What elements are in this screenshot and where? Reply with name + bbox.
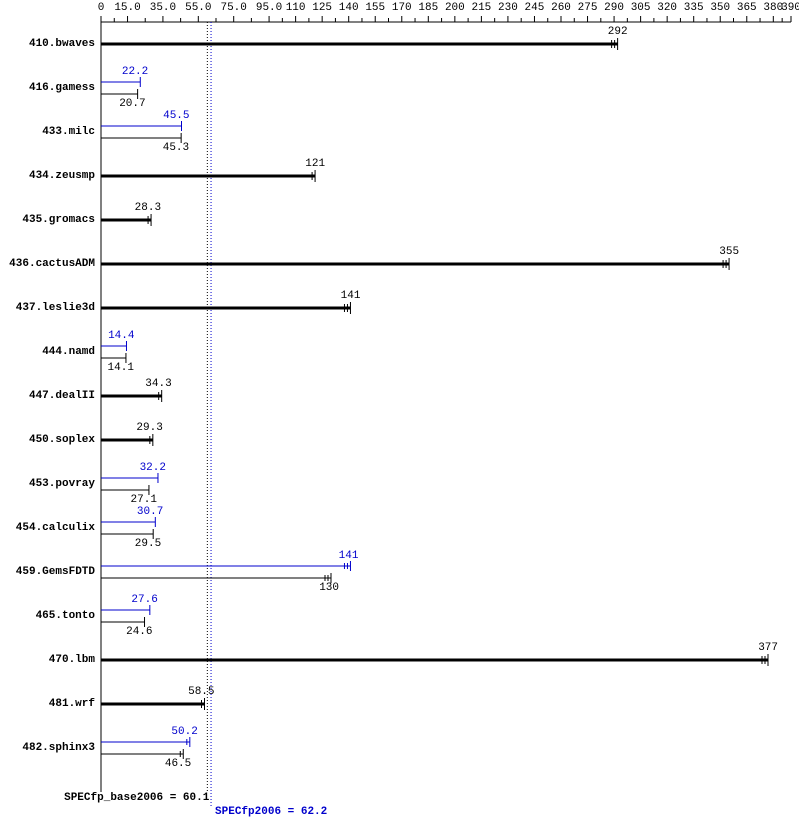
axis-tick-label: 55.0: [185, 2, 211, 14]
axis-tick-label: 320: [657, 2, 677, 14]
axis-tick-label: 75.0: [220, 2, 246, 14]
base-value-label: 27.1: [131, 494, 157, 506]
base-value-label: 34.3: [145, 378, 171, 390]
base-value-label: 20.7: [119, 98, 145, 110]
summary-base-label: SPECfp_base2006 = 60.1: [64, 792, 209, 804]
axis-tick-label: 390: [781, 2, 799, 14]
axis-tick-label: 0: [98, 2, 105, 14]
axis-tick-label: 185: [418, 2, 438, 14]
benchmark-label: 447.dealII: [0, 390, 95, 402]
base-value-label: 24.6: [126, 626, 152, 638]
base-value-label: 46.5: [165, 758, 191, 770]
benchmark-label: 481.wrf: [0, 698, 95, 710]
base-value-label: 45.3: [163, 142, 189, 154]
axis-tick-label: 245: [525, 2, 545, 14]
benchmark-label: 433.milc: [0, 126, 95, 138]
benchmark-label: 470.lbm: [0, 654, 95, 666]
benchmark-label: 453.povray: [0, 478, 95, 490]
axis-tick-label: 125: [312, 2, 332, 14]
axis-tick-label: 290: [604, 2, 624, 14]
spec-chart: 0 15.0 35.0 55.0 75.0 95.0 110 125 140 155 170 185 2…: [0, 0, 799, 831]
base-value-label: 377: [758, 642, 778, 654]
benchmark-label: 436.cactusADM: [0, 258, 95, 270]
peak-value-label: 141: [339, 550, 359, 562]
axis-tick-label: 95.0: [256, 2, 282, 14]
axis-tick-label: 305: [631, 2, 651, 14]
base-value-label: 121: [305, 158, 325, 170]
benchmark-label: 444.namd: [0, 346, 95, 358]
axis-tick-label: 350: [710, 2, 730, 14]
peak-value-label: 14.4: [108, 330, 134, 342]
peak-value-label: 27.6: [131, 594, 157, 606]
axis-tick-label: 35.0: [150, 2, 176, 14]
axis-tick-label: 275: [578, 2, 598, 14]
axis-tick-label: 230: [498, 2, 518, 14]
axis-tick-label: 215: [471, 2, 491, 14]
base-value-label: 28.3: [135, 202, 161, 214]
benchmark-label: 435.gromacs: [0, 214, 95, 226]
axis-tick-label: 365: [737, 2, 757, 14]
base-value-label: 29.5: [135, 538, 161, 550]
peak-value-label: 30.7: [137, 506, 163, 518]
benchmark-label: 410.bwaves: [0, 38, 95, 50]
benchmark-label: 434.zeusmp: [0, 170, 95, 182]
axis-tick-label: 260: [551, 2, 571, 14]
axis-tick-label: 140: [339, 2, 359, 14]
peak-value-label: 22.2: [122, 66, 148, 78]
axis-tick-label: 170: [392, 2, 412, 14]
axis-tick-label: 15.0: [114, 2, 140, 14]
axis-tick-label: 155: [365, 2, 385, 14]
axis-tick-label: 335: [684, 2, 704, 14]
peak-value-label: 32.2: [140, 462, 166, 474]
base-value-label: 292: [608, 26, 628, 38]
base-value-label: 141: [341, 290, 361, 302]
benchmark-label: 459.GemsFDTD: [0, 566, 95, 578]
axis-tick-label: 200: [445, 2, 465, 14]
benchmark-label: 450.soplex: [0, 434, 95, 446]
base-value-label: 355: [719, 246, 739, 258]
benchmark-label: 482.sphinx3: [0, 742, 95, 754]
benchmark-label: 416.gamess: [0, 82, 95, 94]
base-value-label: 29.3: [136, 422, 162, 434]
summary-peak-label: SPECfp2006 = 62.2: [215, 806, 327, 818]
axis-tick-label: 110: [286, 2, 306, 14]
benchmark-label: 437.leslie3d: [0, 302, 95, 314]
peak-value-label: 50.2: [171, 726, 197, 738]
base-value-label: 130: [319, 582, 339, 594]
base-value-label: 14.1: [108, 362, 134, 374]
base-value-label: 58.5: [188, 686, 214, 698]
peak-value-label: 45.5: [163, 110, 189, 122]
benchmark-label: 454.calculix: [0, 522, 95, 534]
benchmark-label: 465.tonto: [0, 610, 95, 622]
